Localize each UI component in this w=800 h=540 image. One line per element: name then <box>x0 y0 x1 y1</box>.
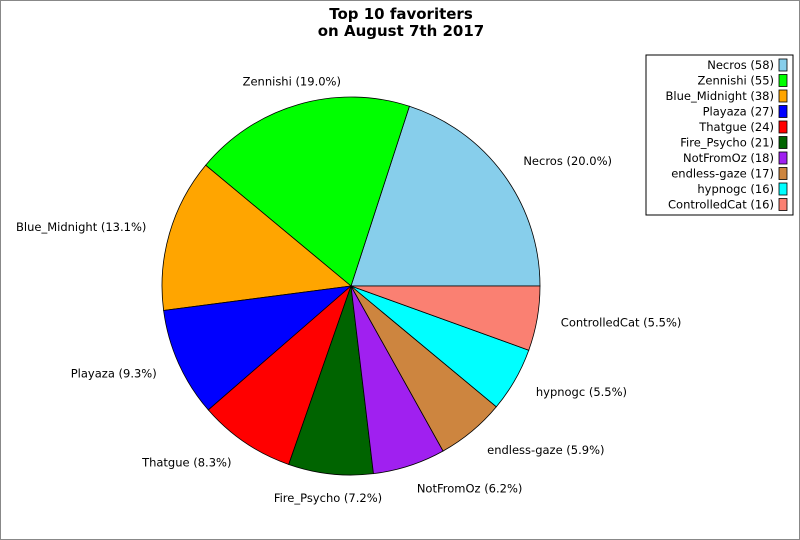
legend-swatch <box>778 89 788 103</box>
legend-swatch <box>778 151 788 165</box>
slice-label: Fire_Psycho (7.2%) <box>274 491 382 505</box>
slice-label: ControlledCat (5.5%) <box>561 316 682 330</box>
legend-swatch <box>778 136 788 149</box>
pie-slice-necros <box>350 105 541 287</box>
legend-swatch <box>778 182 788 196</box>
chart-title-line-2: on August 7th 2017 <box>318 22 485 40</box>
legend-entry-label: endless-gaze (17) <box>671 167 774 181</box>
legend-entry-label: Fire_Psycho (21) <box>680 136 774 150</box>
slice-label: hypnogc (5.5%) <box>536 385 627 399</box>
legend-entry-label: hypnogc (16) <box>697 182 774 196</box>
legend-swatch <box>778 58 788 72</box>
legend-swatch <box>778 105 788 118</box>
legend-entry-label: ControlledCat (16) <box>668 198 774 212</box>
legend-entry-label: Thatgue (24) <box>698 120 774 134</box>
chart-title-line-1: Top 10 favoriters <box>329 5 473 23</box>
legend-entry-label: Zennishi (55) <box>698 74 774 88</box>
legend: Necros (58) Zennishi (55)Blue_Midnight (3… <box>645 54 794 216</box>
pie-slice-controlledcat <box>350 285 541 351</box>
pie-slice-thatgue <box>207 284 352 465</box>
slice-label: Blue_Midnight (13.1%) <box>16 220 146 234</box>
pie-slice-playaza <box>163 285 353 411</box>
legend-entry-label: Playaza (27) <box>703 105 774 119</box>
slice-label: Playaza (9.3%) <box>71 366 157 380</box>
legend-entry-label: Necros (58) <box>707 58 774 72</box>
slice-label: NotFromOz (6.2%) <box>417 482 523 496</box>
legend-swatch <box>778 198 788 211</box>
slice-label: Thatgue (8.3%) <box>141 455 231 469</box>
legend-entry-label: Blue_Midnight (38) <box>666 89 774 103</box>
legend-swatch <box>778 120 788 134</box>
slice-label: endless-gaze (5.9%) <box>487 443 604 457</box>
legend-swatch <box>778 74 788 87</box>
slice-label: Zennishi (19.0%) <box>243 74 341 88</box>
slice-label: Necros (20.0%) <box>523 154 612 168</box>
pie-slice-blue-midnight <box>161 164 352 311</box>
legend-swatch <box>778 167 788 180</box>
pie-slice-zennishi <box>205 96 410 287</box>
legend-entry-label: NotFromOz (18) <box>683 151 774 165</box>
